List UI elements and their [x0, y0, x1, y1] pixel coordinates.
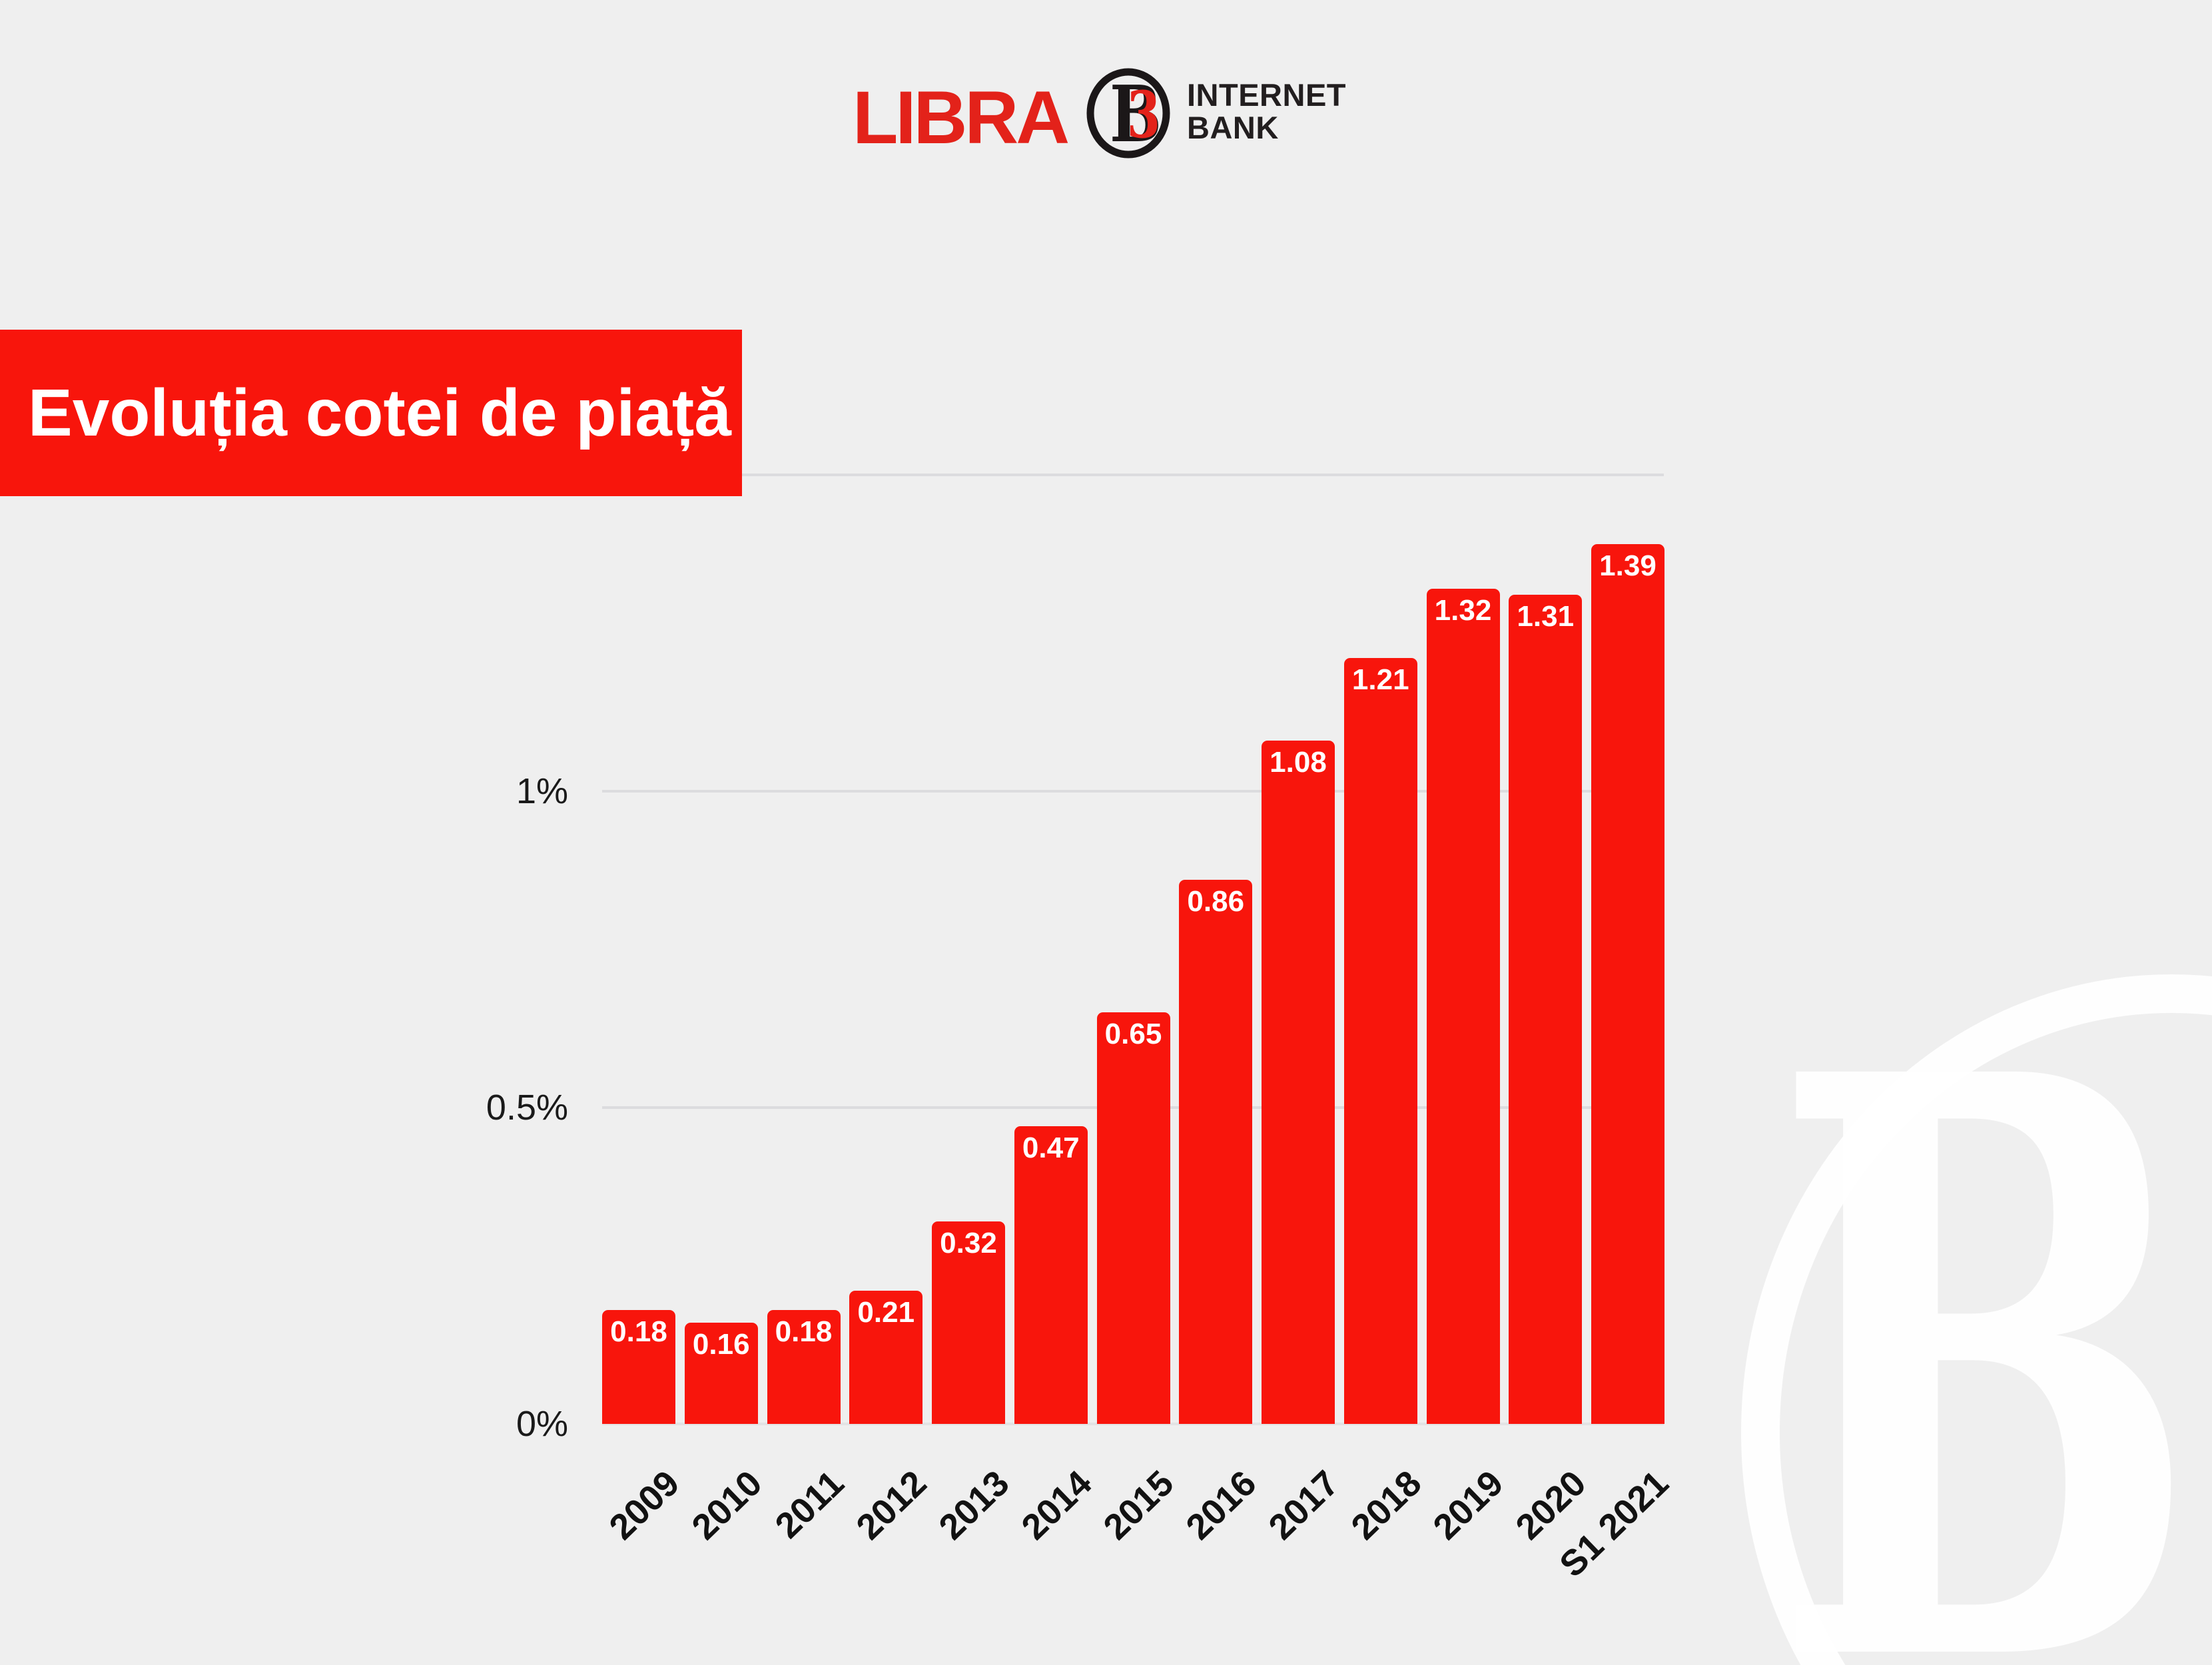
x-axis-label-2012: 2012: [849, 1463, 934, 1548]
gridline-1.5: [602, 474, 1664, 476]
y-axis-label-0.5pct: 0.5%: [486, 1088, 568, 1128]
bar-value-label-2018: 1.21: [1351, 663, 1409, 696]
emblem-ring: [1086, 68, 1170, 159]
bar-value-label-2017: 1.08: [1270, 746, 1327, 779]
emblem-b-letter: B: [1110, 69, 1162, 160]
bar-2014: 0.47: [1014, 1126, 1088, 1424]
title-banner: Evoluția cotei de piață: [0, 330, 742, 496]
x-axis-label-2018: 2018: [1343, 1463, 1429, 1548]
x-axis-label-2017: 2017: [1261, 1463, 1347, 1548]
bar-2011: 0.18: [767, 1310, 841, 1424]
bar-value-label-2014: 0.47: [1022, 1132, 1080, 1164]
gridline-1: [602, 790, 1664, 793]
baseline-0: [602, 1423, 1664, 1425]
internet-line: INTERNET: [1187, 77, 1346, 113]
bar-2010: 0.16: [684, 1323, 758, 1424]
x-axis-label-2014: 2014: [1014, 1463, 1100, 1548]
x-axis-label-2013: 2013: [931, 1463, 1017, 1548]
emblem-red-accent: 3: [1127, 77, 1160, 153]
bar-2017: 1.08: [1262, 741, 1335, 1424]
x-axis-label-2010: 2010: [684, 1463, 770, 1548]
y-axis-label-0pct: 0%: [516, 1404, 568, 1444]
bar-value-label-2020: 1.31: [1517, 600, 1575, 633]
x-axis-label-2019: 2019: [1425, 1463, 1511, 1548]
bar-value-label-2012: 0.21: [857, 1296, 915, 1329]
bar-value-label-2019: 1.32: [1434, 594, 1492, 627]
bar-2016: 0.86: [1179, 880, 1253, 1424]
bar-2020: 1.31: [1509, 595, 1583, 1424]
watermark-ring: [1741, 974, 2212, 1665]
x-axis-label-2009: 2009: [601, 1463, 687, 1548]
libra-wordmark: LIBRA: [853, 76, 1070, 159]
x-axis-label-2016: 2016: [1178, 1463, 1264, 1548]
bar-value-label-2010: 0.16: [692, 1328, 750, 1361]
bar-value-label-2011: 0.18: [775, 1315, 833, 1348]
bar-value-label-2009: 0.18: [610, 1315, 667, 1348]
watermark-b-letter: B: [1772, 933, 2199, 1665]
bar-2013: 0.32: [932, 1221, 1005, 1424]
x-axis-label-2015: 2015: [1096, 1463, 1182, 1548]
bar-value-label-S1 2021: 1.39: [1599, 549, 1657, 582]
bar-2015: 0.65: [1096, 1012, 1170, 1424]
internet-bank-wordmark: INTERNET BANK: [1187, 79, 1346, 144]
bar-value-label-2013: 0.32: [940, 1227, 997, 1259]
bank-line: BANK: [1187, 110, 1279, 145]
y-axis-label-1pct: 1%: [516, 771, 568, 811]
x-axis-label-2011: 2011: [767, 1463, 852, 1546]
bar-value-label-2015: 0.65: [1104, 1018, 1162, 1050]
libra-emblem-icon: B 3: [1086, 68, 1170, 160]
bar-2012: 0.21: [849, 1291, 923, 1424]
watermark-b-icon: B: [1741, 933, 2212, 1665]
bar-value-label-2016: 0.86: [1187, 885, 1245, 918]
page-title: Evoluția cotei de piață: [28, 376, 731, 450]
bar-2018: 1.21: [1343, 658, 1417, 1424]
bar-2009: 0.18: [602, 1310, 675, 1424]
bar-2019: 1.32: [1426, 589, 1500, 1424]
bar-S1 2021: 1.39: [1591, 544, 1664, 1424]
